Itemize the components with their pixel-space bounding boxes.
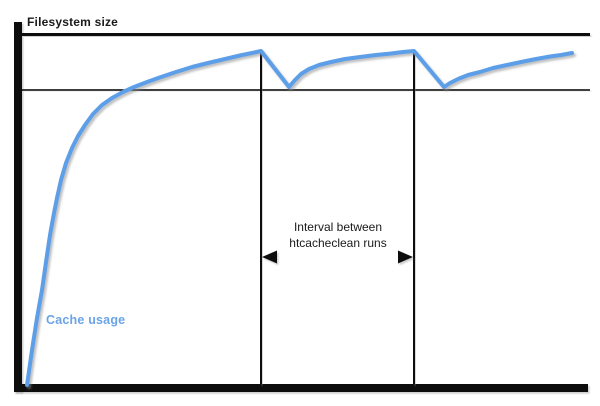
y-axis — [14, 22, 22, 392]
interval-annotation: Interval between htcacheclean runs — [263, 219, 413, 251]
filesystem-size-label: Filesystem size — [27, 15, 119, 29]
interval-arrow-head-left — [262, 250, 277, 264]
cache-usage-curve — [25, 49, 574, 387]
htcacheclean-run-2-line — [413, 51, 415, 384]
x-axis — [14, 384, 588, 392]
htcacheclean-run-1-line — [260, 51, 262, 384]
interval-annotation-line1: Interval between — [293, 220, 383, 234]
cache-threshold-line — [22, 89, 590, 91]
interval-annotation-line2: htcacheclean runs — [289, 236, 387, 250]
interval-arrow-head-right — [398, 250, 413, 264]
filesystem-size-limit-line — [22, 33, 590, 36]
cache-usage-label: Cache usage — [46, 313, 126, 327]
